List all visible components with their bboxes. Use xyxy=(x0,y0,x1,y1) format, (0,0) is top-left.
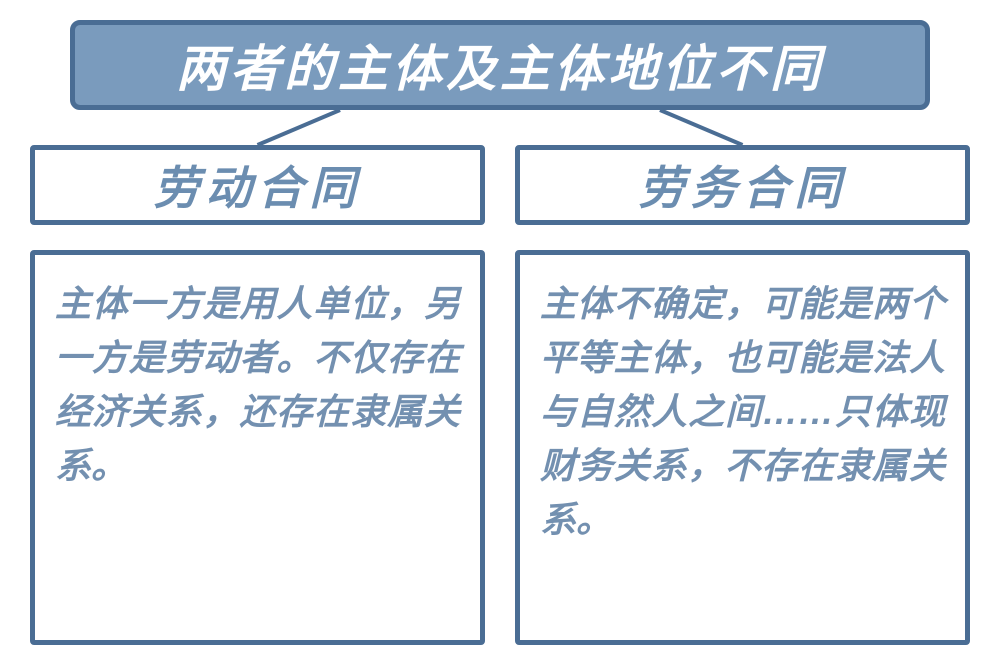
header-title: 两者的主体及主体地位不同 xyxy=(176,29,824,101)
right-sub-title: 劳务合同 xyxy=(639,152,847,218)
left-sub-header: 劳动合同 xyxy=(30,145,485,225)
right-content-box: 主体不确定，可能是两个平等主体，也可能是法人与自然人之间……只体现财务关系，不存… xyxy=(515,250,970,645)
left-content-text: 主体一方是用人单位，另一方是劳动者。不仅存在经济关系，还存在隶属关系。 xyxy=(55,277,460,493)
left-sub-title: 劳动合同 xyxy=(154,152,362,218)
header-box: 两者的主体及主体地位不同 xyxy=(70,20,930,110)
connector-right xyxy=(660,110,743,145)
connector-left xyxy=(258,110,341,145)
right-content-text: 主体不确定，可能是两个平等主体，也可能是法人与自然人之间……只体现财务关系，不存… xyxy=(540,277,945,547)
left-content-box: 主体一方是用人单位，另一方是劳动者。不仅存在经济关系，还存在隶属关系。 xyxy=(30,250,485,645)
right-sub-header: 劳务合同 xyxy=(515,145,970,225)
